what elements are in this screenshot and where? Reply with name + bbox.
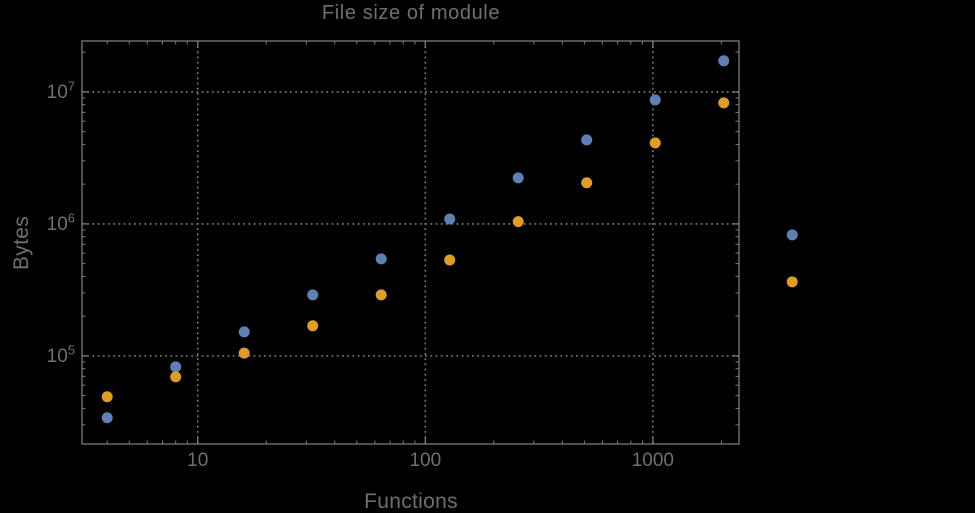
x-tick-label: 100 (409, 450, 442, 471)
data-point-series1 (307, 289, 319, 301)
data-point-series1 (649, 94, 661, 106)
data-point-series1 (512, 172, 524, 184)
chart-title: File size of module (321, 2, 501, 24)
y-tick-label: 107 (46, 78, 75, 103)
data-point-series2 (786, 276, 798, 288)
data-point-series2 (101, 391, 113, 403)
data-point-series1 (101, 412, 113, 424)
data-point-series2 (444, 254, 456, 266)
data-point-series2 (375, 289, 387, 301)
data-point-series2 (170, 371, 182, 383)
data-point-series1 (786, 229, 798, 241)
data-point-series1 (375, 253, 387, 265)
x-tick-label: 10 (187, 450, 209, 471)
data-point-series1 (581, 134, 593, 146)
data-point-series2 (307, 320, 319, 332)
y-axis-label: Bytes (10, 215, 33, 271)
data-point-series2 (581, 177, 593, 189)
data-point-series1 (444, 213, 456, 225)
x-axis-label: Functions (364, 490, 458, 513)
data-point-series2 (238, 347, 250, 359)
data-point-series1 (238, 326, 250, 338)
data-point-series2 (512, 216, 524, 228)
data-point-series1 (170, 361, 182, 373)
x-tick-label: 1000 (631, 450, 675, 471)
data-point-series2 (649, 137, 661, 149)
plot-frame (81, 40, 740, 445)
y-tick-label: 105 (46, 342, 75, 367)
y-tick-label: 106 (46, 210, 75, 235)
data-point-series2 (718, 97, 730, 109)
data-point-series1 (718, 55, 730, 67)
